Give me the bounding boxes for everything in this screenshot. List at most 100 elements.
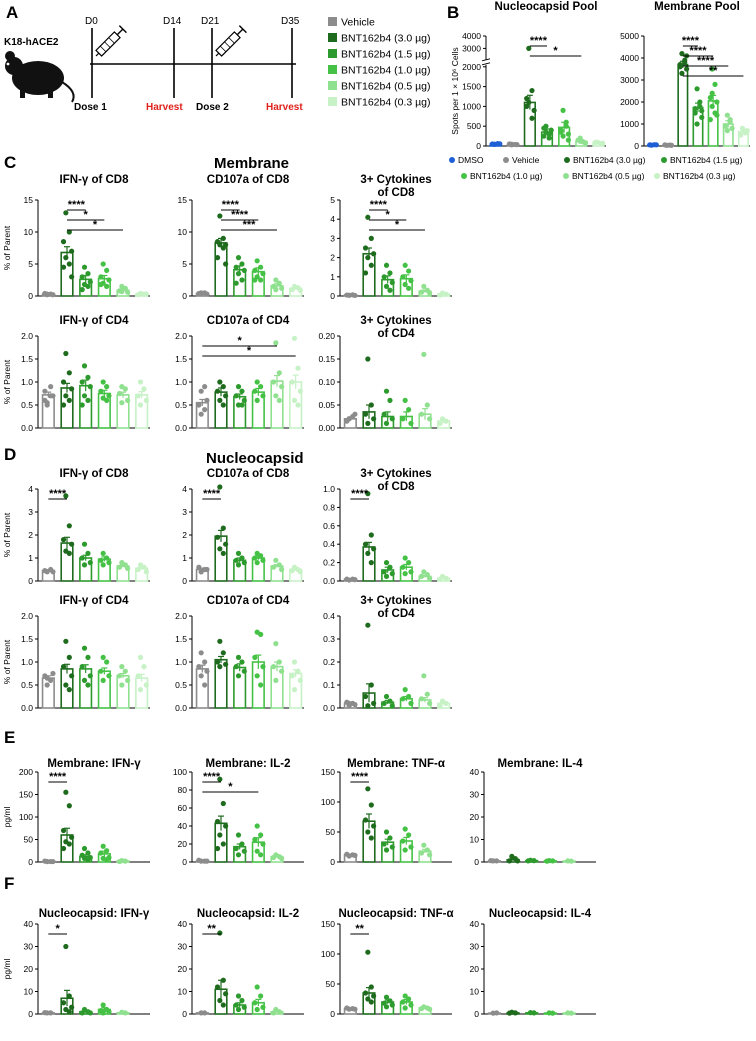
data-point: [427, 290, 433, 296]
data-point: [137, 379, 144, 385]
data-point: [241, 560, 247, 566]
y-tick-label: 1.5: [175, 354, 187, 364]
data-point: [368, 262, 374, 268]
data-point: [541, 125, 547, 131]
data-point: [427, 700, 433, 707]
y-axis-label: pg/ml: [2, 807, 12, 828]
data-point: [406, 996, 412, 1002]
data-point: [273, 277, 279, 283]
chart-e4: Membrane: IL-4 0 10 20 30 40: [470, 758, 596, 867]
y-tick-label: 0.0: [323, 576, 335, 586]
data-point: [116, 858, 123, 865]
y-tick-label: 0.00: [318, 423, 335, 433]
legend-marker: [654, 173, 660, 179]
y-tick-label: 15: [24, 195, 34, 205]
data-point: [365, 786, 371, 792]
data-point: [63, 393, 69, 399]
data-point: [258, 277, 264, 283]
data-point: [217, 664, 223, 670]
data-point: [371, 823, 377, 829]
data-point: [235, 562, 242, 568]
y-tick-label: 10: [24, 987, 34, 997]
legend-swatch: [328, 65, 337, 74]
data-point: [44, 682, 50, 688]
chart-title: 3+ Cytokines: [360, 595, 431, 607]
y-tick-label: 0.0: [21, 703, 33, 713]
data-point: [87, 560, 93, 566]
data-point: [198, 388, 204, 394]
data-point: [365, 622, 371, 628]
data-point: [371, 251, 377, 257]
data-point: [100, 562, 106, 568]
data-point: [252, 388, 258, 394]
data-point: [63, 789, 69, 795]
data-point: [85, 550, 91, 557]
data-point: [344, 292, 350, 298]
data-point: [241, 848, 247, 854]
panel-letter-f: F: [4, 874, 14, 893]
bar: [677, 63, 689, 147]
data-point: [98, 388, 104, 394]
data-point: [104, 848, 110, 854]
data-point: [362, 990, 369, 996]
data-point: [279, 384, 285, 390]
y-tick-label: 20: [178, 964, 188, 974]
event-dose-1: Dose 1: [74, 102, 107, 113]
data-point: [270, 564, 277, 570]
chart-title: Nucleocapsid: IL-2: [197, 908, 299, 920]
data-point: [383, 994, 390, 1000]
data-point: [241, 397, 247, 403]
y-axis-label: % of Parent: [2, 225, 12, 270]
data-point: [389, 1002, 395, 1008]
data-point: [427, 575, 433, 581]
chart-d1: IFN-γ of CD8 0 1 2 3 4 % of Parent ****: [2, 468, 150, 586]
legend-label: BNT162b4 (1.5 µg): [341, 49, 431, 61]
legend-label: DMSO: [458, 155, 484, 165]
data-point: [371, 700, 377, 707]
data-point: [44, 402, 50, 408]
data-point: [50, 670, 56, 677]
sig-label: ****: [370, 199, 388, 211]
data-point: [233, 280, 239, 286]
legend-marker: [661, 157, 667, 163]
data-point: [531, 858, 537, 864]
data-point: [273, 677, 279, 684]
data-point: [202, 1010, 208, 1016]
data-point: [531, 107, 537, 113]
data-point: [368, 802, 374, 808]
data-point: [365, 550, 371, 557]
data-point: [106, 277, 112, 283]
sig-label: *: [238, 335, 243, 347]
chart-d4: IFN-γ of CD4 0.0 0.5 1.0 1.5 2.0 % of Parent: [2, 595, 150, 713]
y-tick-label: 0.0: [21, 423, 33, 433]
chart-title: Nucleocapsid: TNF-α: [338, 908, 453, 920]
legend-label: BNT162b4 (0.3 µg): [663, 171, 736, 181]
data-point: [387, 564, 393, 570]
y-tick-label: 0.10: [318, 377, 335, 387]
y-tick-label: 0.5: [21, 400, 33, 410]
y-tick-label: 0.8: [323, 502, 335, 512]
data-point: [506, 858, 513, 864]
y-tick-label: 30: [470, 942, 480, 952]
data-point: [558, 129, 564, 135]
data-point: [400, 274, 406, 280]
data-point: [60, 379, 67, 385]
data-point: [526, 45, 532, 52]
data-point: [524, 95, 530, 102]
bar: [214, 242, 228, 297]
syringe-icon: [215, 25, 247, 57]
data-point: [79, 379, 85, 385]
y-tick-label: 0.5: [175, 680, 187, 690]
data-point: [42, 397, 48, 403]
data-point: [577, 138, 583, 144]
chart-f3: Nucleocapsid: TNF-α 0 50 100 150 **: [321, 908, 454, 1019]
data-point: [42, 568, 48, 574]
data-point: [202, 384, 208, 390]
data-point: [239, 277, 245, 283]
data-point: [443, 291, 449, 297]
data-point: [122, 285, 128, 291]
y-tick-label: 1500: [462, 82, 481, 92]
data-point: [402, 687, 408, 693]
data-point: [235, 1006, 242, 1013]
